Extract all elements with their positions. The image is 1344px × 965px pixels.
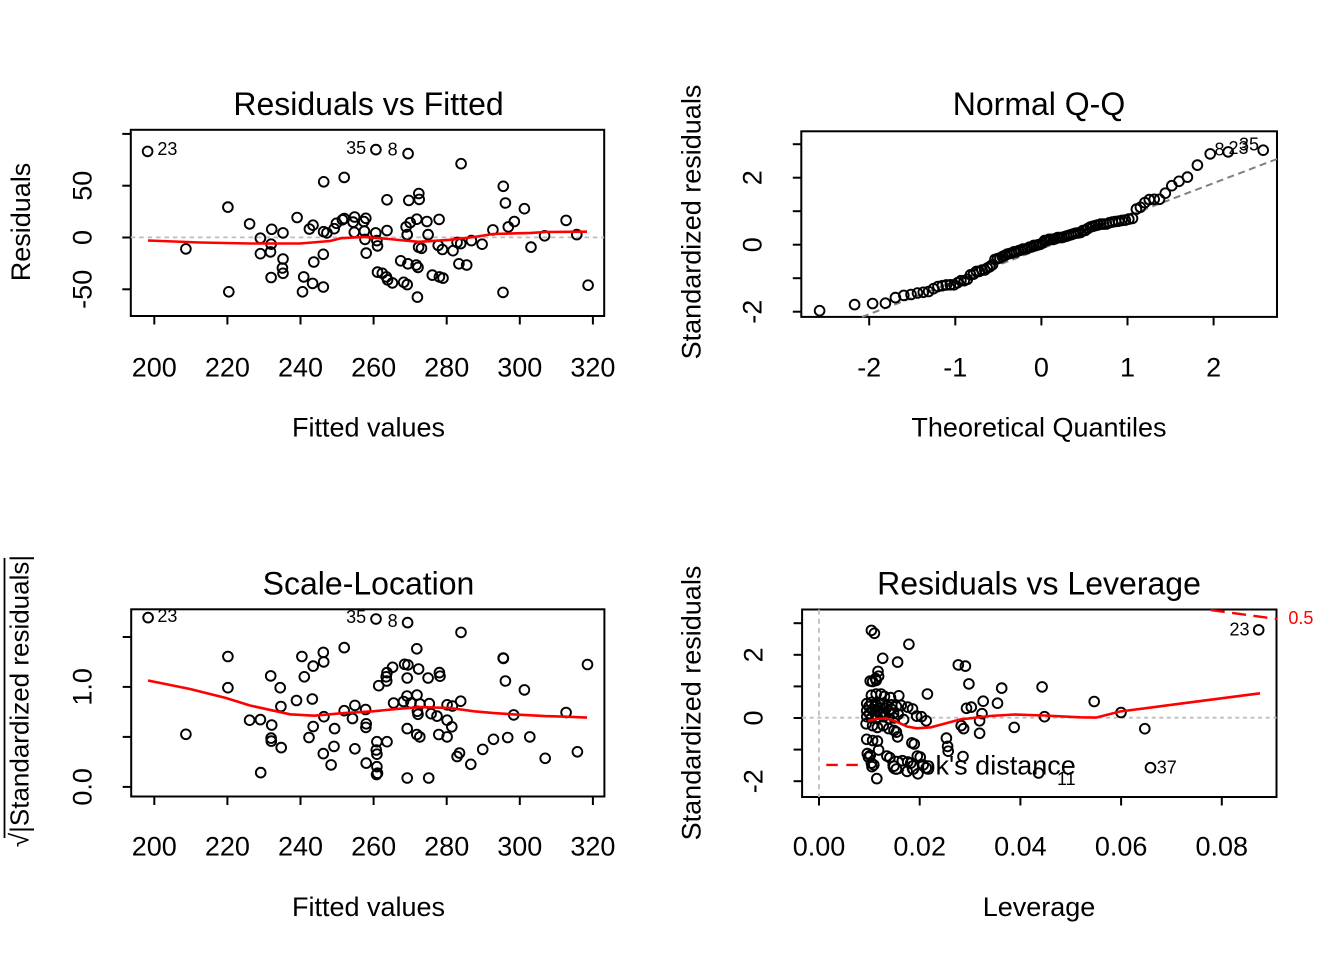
svg-text:Fitted values: Fitted values	[292, 892, 445, 922]
svg-text:200: 200	[132, 353, 177, 383]
svg-text:0.04: 0.04	[994, 832, 1047, 862]
svg-text:220: 220	[205, 832, 250, 862]
svg-text:320: 320	[570, 353, 615, 383]
svg-text:320: 320	[570, 832, 615, 862]
svg-text:240: 240	[278, 353, 323, 383]
svg-text:1.0: 1.0	[67, 668, 97, 706]
svg-text:300: 300	[497, 832, 542, 862]
svg-text:Leverage: Leverage	[983, 892, 1096, 922]
svg-text:8: 8	[388, 140, 398, 160]
svg-text:11: 11	[1057, 769, 1076, 789]
svg-text:-1: -1	[943, 353, 967, 383]
svg-text:300: 300	[497, 353, 542, 383]
svg-text:√|Standardized residuals|: √|Standardized residuals|	[4, 555, 34, 847]
svg-text:Cook's distance: Cook's distance	[886, 751, 1076, 781]
svg-text:35: 35	[1239, 135, 1259, 155]
svg-text:-2: -2	[738, 769, 768, 793]
svg-text:Residuals vs Leverage: Residuals vs Leverage	[877, 565, 1201, 601]
svg-text:0.5: 0.5	[1288, 608, 1313, 628]
svg-text:280: 280	[424, 353, 469, 383]
svg-text:35: 35	[346, 138, 366, 158]
svg-text:240: 240	[278, 832, 323, 862]
svg-text:2: 2	[738, 647, 768, 662]
svg-text:-2: -2	[738, 300, 768, 324]
svg-text:280: 280	[424, 832, 469, 862]
svg-text:Fitted values: Fitted values	[292, 413, 445, 443]
svg-text:-2: -2	[857, 353, 881, 383]
svg-text:0.06: 0.06	[1095, 832, 1148, 862]
svg-text:0.00: 0.00	[793, 832, 846, 862]
svg-text:23: 23	[157, 606, 177, 626]
svg-text:0: 0	[738, 710, 768, 725]
svg-text:0.08: 0.08	[1196, 832, 1249, 862]
svg-text:Scale-Location: Scale-Location	[263, 565, 475, 601]
svg-text:2: 2	[738, 170, 768, 185]
svg-text:0: 0	[1034, 353, 1049, 383]
svg-text:220: 220	[205, 353, 250, 383]
svg-text:Theoretical Quantiles: Theoretical Quantiles	[911, 413, 1166, 443]
svg-text:37: 37	[1157, 757, 1177, 777]
svg-text:Residuals vs Fitted: Residuals vs Fitted	[233, 86, 503, 122]
svg-text:0: 0	[738, 237, 768, 252]
svg-text:-50: -50	[67, 270, 97, 309]
svg-text:35: 35	[346, 607, 366, 627]
svg-text:23: 23	[1228, 138, 1248, 158]
svg-text:Normal Q-Q: Normal Q-Q	[953, 86, 1125, 122]
svg-text:200: 200	[132, 832, 177, 862]
svg-text:50: 50	[67, 171, 97, 201]
svg-text:8: 8	[388, 611, 398, 631]
svg-text:23: 23	[1229, 619, 1249, 639]
svg-text:Residuals: Residuals	[6, 163, 36, 282]
svg-text:2: 2	[1206, 353, 1221, 383]
svg-text:260: 260	[351, 353, 396, 383]
svg-text:Standardized residuals: Standardized residuals	[677, 566, 707, 841]
svg-text:260: 260	[351, 832, 396, 862]
svg-text:0.02: 0.02	[893, 832, 946, 862]
svg-text:23: 23	[157, 139, 177, 159]
svg-text:8: 8	[1214, 139, 1224, 159]
svg-text:0.0: 0.0	[67, 768, 97, 806]
svg-text:Standardized residuals: Standardized residuals	[677, 85, 707, 360]
svg-text:1: 1	[1120, 353, 1135, 383]
svg-text:0: 0	[67, 230, 97, 245]
